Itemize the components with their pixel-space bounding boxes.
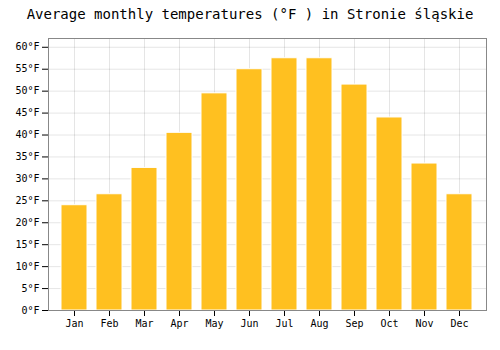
svg-text:5°F: 5°F [21, 283, 39, 294]
svg-text:30°F: 30°F [15, 173, 39, 184]
svg-text:Nov: Nov [415, 318, 433, 329]
svg-text:Jan: Jan [65, 318, 83, 329]
svg-text:Jun: Jun [240, 318, 258, 329]
svg-text:55°F: 55°F [15, 63, 39, 74]
svg-text:Dec: Dec [450, 318, 468, 329]
svg-text:25°F: 25°F [15, 195, 39, 206]
svg-text:20°F: 20°F [15, 217, 39, 228]
html-text:Average monthly temperatures (: Average monthly temperatures (°F ) in St… [26, 6, 474, 22]
svg-text:60°F: 60°F [15, 41, 39, 52]
svg-text:Jul: Jul [275, 318, 293, 329]
svg-text:Oct: Oct [380, 318, 398, 329]
svg-text:May: May [205, 318, 223, 329]
svg-text:15°F: 15°F [15, 239, 39, 250]
svg-text:Mar: Mar [135, 318, 153, 329]
svg-text:Apr: Apr [170, 318, 188, 329]
svg-text:Feb: Feb [100, 318, 118, 329]
svg-text:35°F: 35°F [15, 151, 39, 162]
svg-text:40°F: 40°F [15, 129, 39, 140]
svg-text:45°F: 45°F [15, 107, 39, 118]
svg-text:0°F: 0°F [21, 305, 39, 316]
svg-text:Sep: Sep [345, 318, 363, 329]
svg-text:50°F: 50°F [15, 85, 39, 96]
svg-text:10°F: 10°F [15, 261, 39, 272]
svg-text:Aug: Aug [310, 318, 328, 329]
